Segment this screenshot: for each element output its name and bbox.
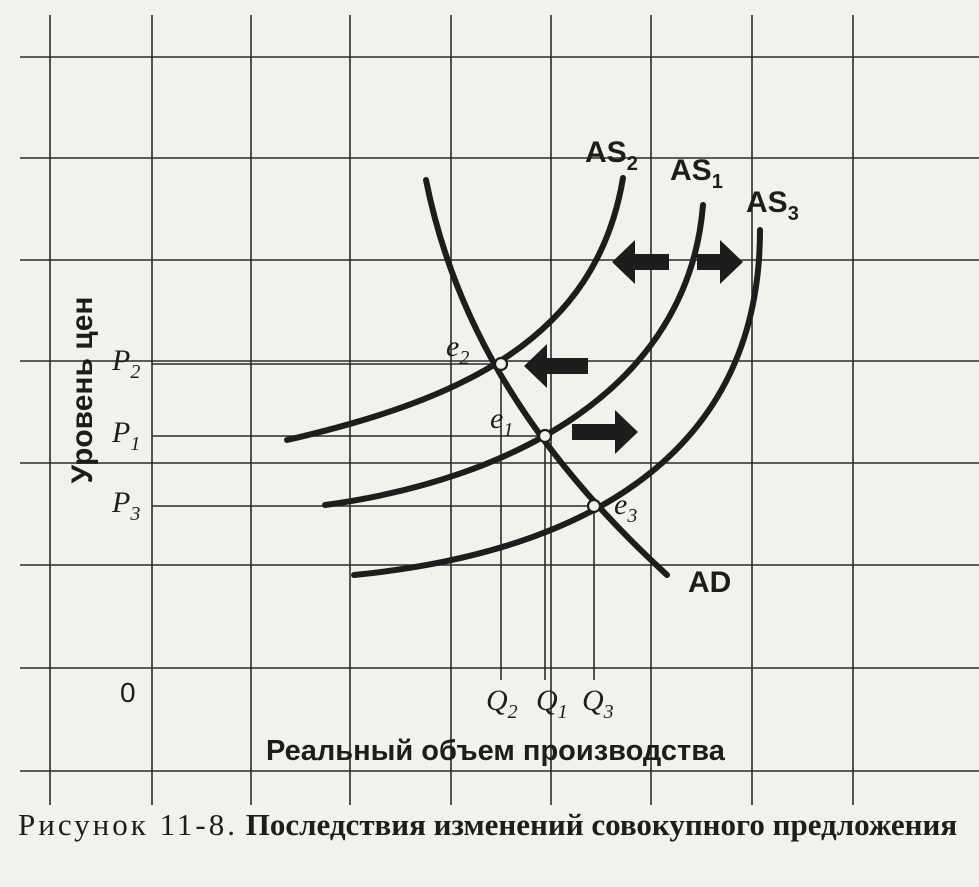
x-axis-label: Реальный объем производства bbox=[266, 735, 726, 767]
as2-curve bbox=[284, 175, 626, 443]
left-arrow-middle-icon bbox=[524, 344, 588, 388]
curves bbox=[284, 175, 763, 578]
origin-label: 0 bbox=[120, 677, 136, 708]
as3-label: AS3 bbox=[746, 186, 799, 225]
e1-label: e1 bbox=[490, 402, 513, 441]
figure-number: Рисунок 11-8. bbox=[18, 807, 239, 842]
as2-label: AS2 bbox=[585, 136, 638, 175]
q1-label: Q1 bbox=[536, 684, 568, 723]
equilibrium-points bbox=[493, 356, 602, 514]
point-e1 bbox=[537, 428, 553, 444]
ad-label: AD bbox=[688, 566, 731, 599]
q2-label: Q2 bbox=[486, 684, 518, 723]
point-e2 bbox=[493, 356, 509, 372]
ad-curve bbox=[423, 177, 670, 578]
point-e3 bbox=[586, 498, 602, 514]
q3-label: Q3 bbox=[582, 684, 614, 723]
right-arrow-top-icon bbox=[697, 240, 743, 284]
figure-title: Последствия изменений совокупного предло… bbox=[245, 807, 958, 842]
e2-label: e2 bbox=[446, 330, 469, 369]
figure-caption: Рисунок 11-8. Последствия изменений сово… bbox=[18, 806, 968, 844]
as1-curve bbox=[322, 202, 706, 508]
p2-label: P2 bbox=[111, 344, 140, 383]
shift-arrows bbox=[524, 240, 743, 454]
y-axis-label: Уровень цен bbox=[66, 296, 99, 483]
background-grid bbox=[20, 15, 979, 805]
as3-curve bbox=[351, 227, 763, 578]
p1-label: P1 bbox=[111, 416, 140, 455]
right-arrow-lower-icon bbox=[572, 410, 638, 454]
guide-lines bbox=[152, 363, 595, 680]
left-arrow-top-icon bbox=[612, 240, 669, 284]
e3-label: e3 bbox=[614, 488, 637, 527]
as1-label: AS1 bbox=[670, 154, 723, 193]
p3-label: P3 bbox=[111, 486, 140, 525]
